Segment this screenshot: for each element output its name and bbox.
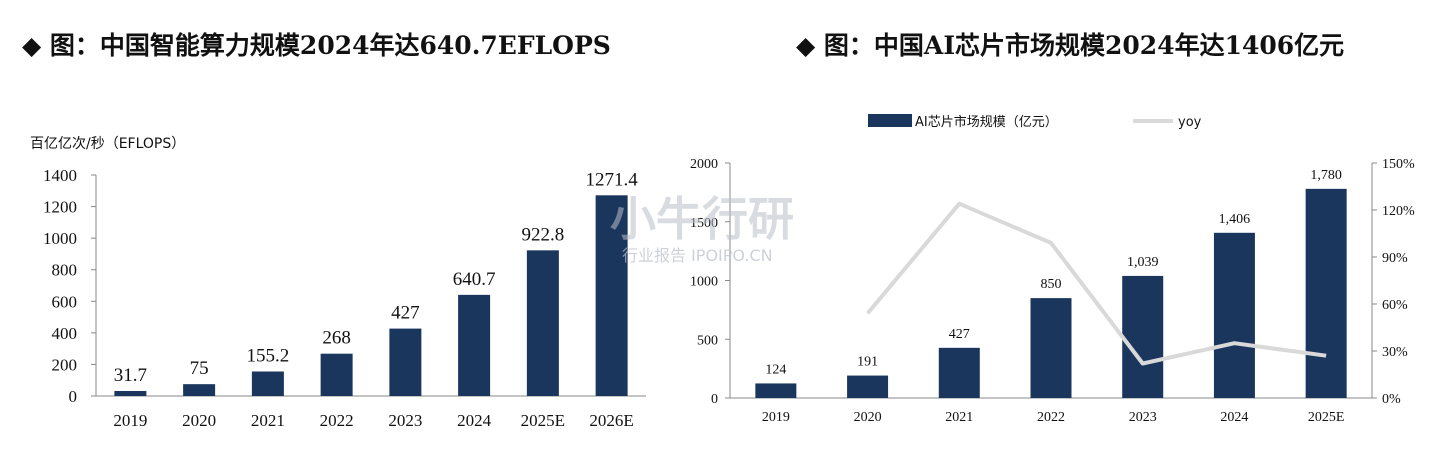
legend-label-bar: AI芯片市场规模（亿元） xyxy=(915,114,1058,130)
left-y-tick-label: 2000 xyxy=(690,157,718,172)
right-y-tick-label: 30% xyxy=(1382,345,1408,360)
x-tick-label-2021: 2021 xyxy=(251,411,285,430)
data-label-2020: 75 xyxy=(190,358,209,379)
data-label-2023: 427 xyxy=(391,303,420,324)
y-tick-label: 800 xyxy=(52,261,78,280)
data-label-2020: 191 xyxy=(857,355,878,370)
left-bar-chart: 百亿亿次/秒（EFLOPS） 0 200 400 600 800 1000 1200 1400 3… xyxy=(30,136,646,430)
bar-2021 xyxy=(938,347,980,398)
left-y-tick-label: 1000 xyxy=(690,275,718,290)
x-tick-label-2020: 2020 xyxy=(182,411,216,430)
legend-swatch-bar xyxy=(868,114,912,127)
bar-2025E xyxy=(526,250,559,396)
x-tick-label-2025E: 2025E xyxy=(521,411,565,430)
x-tick-label-2020: 2020 xyxy=(854,410,882,425)
y-tick-label: 0 xyxy=(69,387,78,406)
x-tick-label-2019: 2019 xyxy=(762,410,790,425)
data-label-2021: 427 xyxy=(949,327,970,342)
data-label-2024: 1,406 xyxy=(1219,212,1251,227)
bar-2022 xyxy=(320,353,353,396)
yoy-line xyxy=(866,201,1327,366)
x-tick-label-2021: 2021 xyxy=(945,410,973,425)
bar-2024 xyxy=(1213,232,1255,398)
bar-2026E xyxy=(595,195,628,396)
y-tick-label: 400 xyxy=(52,324,78,343)
x-tick-label-2024: 2024 xyxy=(457,411,492,430)
legend: AI芯片市场规模（亿元） yoy xyxy=(868,114,1202,130)
data-label-2026E: 1271.4 xyxy=(586,169,639,190)
legend-label-line: yoy xyxy=(1178,115,1202,130)
watermark-text: 小牛行研 xyxy=(610,192,794,246)
data-label-2025E: 922.8 xyxy=(522,224,565,245)
bar-2020 xyxy=(847,375,889,398)
bar-2023 xyxy=(389,328,422,396)
data-label-2025E: 1,780 xyxy=(1310,168,1342,183)
y-axis-unit-label: 百亿亿次/秒（EFLOPS） xyxy=(30,136,185,152)
data-label-2019: 124 xyxy=(765,362,786,377)
x-tick-label-2023: 2023 xyxy=(388,411,422,430)
left-y-tick-label: 1500 xyxy=(690,216,718,231)
right-y-tick-label: 120% xyxy=(1382,204,1415,219)
right-y-tick-label: 60% xyxy=(1382,298,1408,313)
x-tick-label-2019: 2019 xyxy=(113,411,147,430)
bar-2025E xyxy=(1305,188,1347,398)
y-tick-label: 1200 xyxy=(43,198,77,217)
right-chart-title: ◆ 图：中国AI芯片市场规模2024年达1406亿元 xyxy=(796,31,1345,60)
bar-2024 xyxy=(458,294,491,396)
x-tick-label-2024: 2024 xyxy=(1220,410,1248,425)
bar-2020 xyxy=(183,384,216,396)
y-tick-label: 1400 xyxy=(43,166,77,185)
bar-2022 xyxy=(1030,298,1072,398)
right-y-tick-label: 0% xyxy=(1382,392,1401,407)
left-y-tick-label: 0 xyxy=(711,392,718,407)
x-tick-label-2022: 2022 xyxy=(320,411,354,430)
y-tick-label: 200 xyxy=(52,355,78,374)
y-tick-label: 600 xyxy=(52,292,78,311)
data-label-2022: 850 xyxy=(1041,277,1062,292)
x-tick-label-2022: 2022 xyxy=(1037,410,1065,425)
right-y-tick-label: 150% xyxy=(1382,157,1415,172)
data-label-2023: 1,039 xyxy=(1127,255,1159,270)
data-label-2021: 155.2 xyxy=(247,346,290,367)
bar-2019 xyxy=(755,383,797,398)
bar-2023 xyxy=(1122,275,1164,398)
data-label-2024: 640.7 xyxy=(453,269,496,290)
x-tick-label-2025E: 2025E xyxy=(1308,410,1345,425)
y-tick-label: 1000 xyxy=(43,229,77,248)
x-tick-label-2023: 2023 xyxy=(1129,410,1157,425)
bar-2021 xyxy=(251,371,284,396)
right-combo-chart: AI芯片市场规模（亿元） yoy 0 500 1000 1500 2000 0% 30% 60% 9… xyxy=(690,114,1415,425)
watermark-subtext: 行业报告 IPOIPO.CN xyxy=(622,246,773,265)
x-tick-label-2026E: 2026E xyxy=(589,411,633,430)
data-label-2019: 31.7 xyxy=(114,365,147,386)
data-label-2022: 268 xyxy=(322,328,351,349)
bar-2019 xyxy=(114,390,147,396)
left-y-tick-label: 500 xyxy=(697,333,718,348)
left-chart-title: ◆ 图：中国智能算力规模2024年达640.7EFLOPS xyxy=(22,31,611,60)
right-y-tick-label: 90% xyxy=(1382,251,1408,266)
